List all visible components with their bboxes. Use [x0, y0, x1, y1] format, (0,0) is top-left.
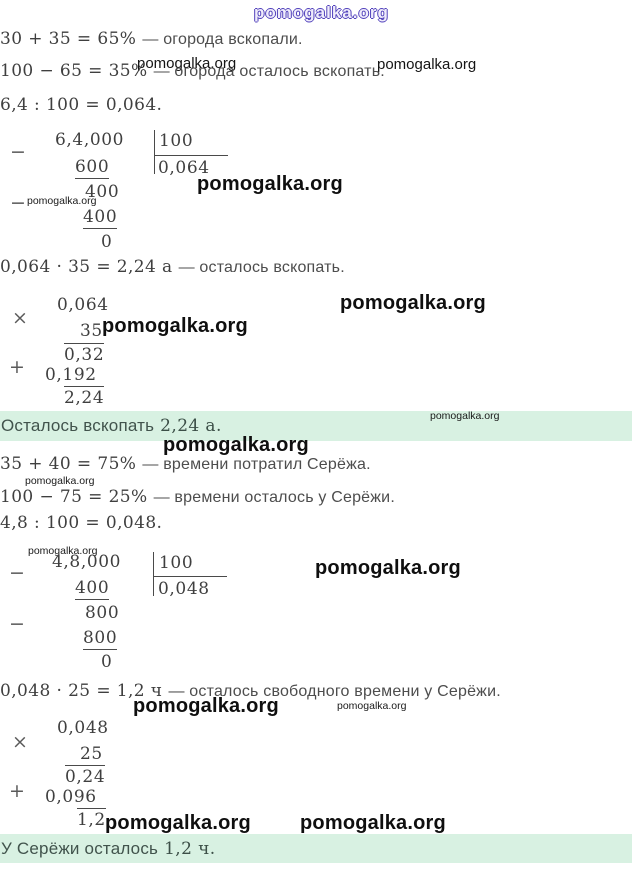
- watermark: pomogalka.org: [430, 410, 500, 422]
- partial-product: 0,32: [64, 343, 105, 365]
- equation-line-8: 0,048 · 25 = 1,2 ч — осталось свободного…: [0, 681, 501, 701]
- product: 1,2: [77, 808, 106, 830]
- divisor: 100: [159, 553, 194, 573]
- equation-math: 100 − 75 = 25%: [0, 487, 148, 507]
- division-step: 800: [83, 628, 118, 650]
- equation-line-2: 100 − 65 = 35% — огорода осталось вскопа…: [0, 61, 385, 81]
- factor: 0,064: [57, 295, 109, 315]
- answer-text: У Серёжи осталось: [1, 838, 159, 858]
- division-step: 600: [75, 157, 110, 179]
- long-division-block-2: − 4,8,000 100 0,048 400 800 − 800 0: [0, 550, 240, 672]
- division-bracket-vertical: [154, 130, 156, 174]
- equation-line-1: 30 + 35 = 65% — огорода вскопали.: [0, 29, 303, 49]
- plus-sign: +: [9, 356, 25, 378]
- partial-product: 0,192: [45, 365, 97, 385]
- watermark: pomogalka.org: [337, 700, 407, 712]
- factor: 25: [80, 744, 103, 764]
- equation-line-7: 4,8 : 100 = 0,048.: [0, 513, 162, 533]
- equation-math: 0,064 · 35 = 2,24 а: [0, 257, 173, 277]
- times-sign: ×: [12, 731, 28, 753]
- equation-text: — времени осталось у Серёжи.: [153, 489, 395, 506]
- division-bracket-horizontal: [154, 155, 228, 157]
- divisor: 100: [159, 131, 194, 151]
- equation-line-5: 35 + 40 = 75% — времени потратил Серёжа.: [0, 454, 371, 474]
- watermark: pomogalka.org: [105, 812, 251, 834]
- watermark: pomogalka.org: [25, 475, 95, 487]
- dividend: 6,4,000: [55, 130, 125, 150]
- equation-text: — огорода осталось вскопать.: [153, 63, 385, 80]
- watermark: pomogalka.org: [377, 56, 477, 73]
- division-bracket-vertical: [153, 552, 155, 596]
- multiplication-block-2: × 0,048 25 0,24 + 0,096 1,2: [0, 716, 140, 831]
- answer-math: 2,24 а.: [160, 416, 222, 436]
- equation-math: 6,4 : 100 = 0,064.: [0, 95, 163, 115]
- times-sign: ×: [12, 307, 28, 329]
- division-step: 400: [83, 207, 118, 229]
- watermark: pomogalka.org: [315, 557, 461, 579]
- site-logo-watermark: pomogalka.org: [254, 3, 389, 22]
- division-step: 400: [85, 182, 120, 202]
- watermark: pomogalka.org: [137, 55, 237, 72]
- equation-line-3: 6,4 : 100 = 0,064.: [0, 95, 162, 115]
- watermark: pomogalka.org: [340, 292, 486, 314]
- equation-math: 100 − 65 = 35%: [0, 61, 148, 81]
- watermark: pomogalka.org: [102, 315, 248, 337]
- division-remainder: 0: [101, 232, 113, 252]
- answer-text: Осталось вскопать: [1, 416, 155, 435]
- division-remainder: 0: [101, 652, 113, 672]
- minus-sign: −: [10, 192, 26, 214]
- partial-product: 0,096: [45, 787, 97, 807]
- minus-sign: −: [9, 562, 25, 584]
- equation-math: 35 + 40 = 75%: [0, 454, 137, 474]
- equation-text: — огорода вскопали.: [142, 31, 303, 48]
- watermark: pomogalka.org: [28, 545, 98, 557]
- plus-sign: +: [9, 780, 25, 802]
- factor: 0,048: [57, 718, 109, 738]
- answer-bar-2: У Серёжи осталось 1,2 ч.: [0, 834, 632, 863]
- product: 2,24: [64, 386, 105, 408]
- partial-product: 0,24: [65, 765, 106, 787]
- watermark: pomogalka.org: [27, 195, 97, 207]
- watermark: pomogalka.org: [300, 812, 446, 834]
- equation-text: — осталось вскопать.: [178, 259, 345, 276]
- division-step: 400: [75, 578, 110, 600]
- watermark: pomogalka.org: [197, 173, 343, 195]
- division-step: 800: [85, 603, 120, 623]
- equation-math: 4,8 : 100 = 0,048.: [0, 513, 163, 533]
- factor: 35: [80, 321, 103, 341]
- watermark: pomogalka.org: [163, 434, 309, 456]
- dividend: 4,8,000: [52, 552, 122, 572]
- watermark: pomogalka.org: [133, 695, 279, 717]
- minus-sign: −: [10, 141, 26, 163]
- quotient: 0,048: [158, 579, 210, 599]
- division-bracket-horizontal: [153, 576, 227, 578]
- minus-sign: −: [9, 613, 25, 635]
- answer-math: 1,2 ч.: [164, 838, 216, 859]
- equation-text: — осталось свободного времени у Серёжи.: [168, 683, 501, 700]
- answer-bar-1: Осталось вскопать 2,24 а.: [0, 411, 632, 441]
- long-division-block-1: − 6,4,000 100 0,064 600 400 − 400 0: [0, 128, 240, 252]
- equation-math: 0,048 · 25 = 1,2 ч: [0, 681, 163, 701]
- equation-math: 30 + 35 = 65%: [0, 29, 137, 49]
- quotient: 0,064: [158, 158, 210, 178]
- equation-line-6: 100 − 75 = 25% — времени осталось у Серё…: [0, 487, 395, 507]
- multiplication-block-1: × 0,064 35 0,32 + 0,192 2,24: [0, 293, 140, 408]
- equation-line-4: 0,064 · 35 = 2,24 а — осталось вскопать.: [0, 257, 345, 277]
- equation-text: — времени потратил Серёжа.: [142, 456, 371, 473]
